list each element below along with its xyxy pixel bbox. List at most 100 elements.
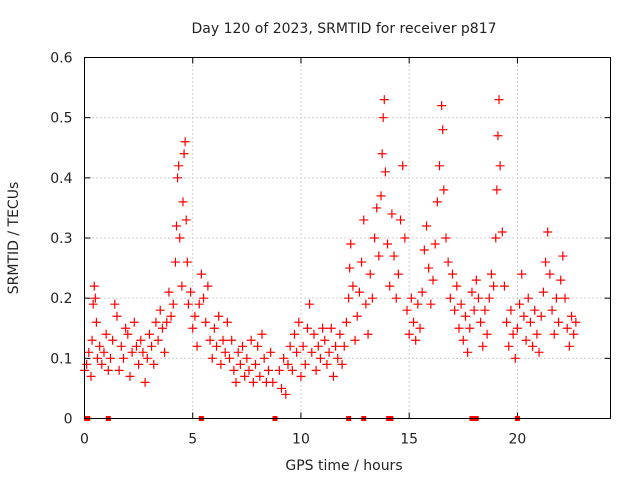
data-point [144,329,154,339]
data-point [168,299,178,309]
data-point [419,245,429,255]
data-point [402,305,412,315]
data-point [365,269,375,279]
data-point [300,359,310,369]
data-point [385,281,395,291]
data-point [87,335,97,345]
data-point [337,359,347,369]
data-point [541,257,551,267]
data-point [207,353,217,363]
data-point [324,347,334,357]
y-tick-label: 0.6 [50,51,72,67]
data-point [235,359,245,369]
data-point [121,323,131,333]
data-point [430,239,440,249]
data-point [305,299,315,309]
data-point [534,347,544,357]
x-tick-label: 10 [292,432,310,448]
data-point [473,293,483,303]
data-point [523,293,533,303]
data-point [469,305,479,315]
data-point [415,323,425,333]
data-point [404,329,414,339]
data-point [101,329,111,339]
data-point [180,137,190,147]
x-tick-label: 5 [188,432,197,448]
data-point [294,317,304,327]
data-point [452,281,462,291]
data-point [309,329,319,339]
data-point [333,353,343,363]
data-point [253,341,263,351]
data-point [153,335,163,345]
data-point [396,215,406,225]
data-point [118,353,128,363]
data-point [201,317,211,327]
data-point [231,377,241,387]
data-point [170,257,180,267]
data-point [182,257,192,267]
data-point [225,353,235,363]
data-point [246,335,256,345]
data-point [346,239,356,249]
data-point [411,335,421,345]
data-point [285,341,295,351]
data-point [292,347,302,357]
y-axis: 0 0.1 0.2 0.3 0.4 0.5 0.6 [50,51,611,428]
data-point [482,329,492,339]
data-point [129,317,139,327]
data-point [174,161,184,171]
data-point [543,227,553,237]
data-point [378,113,388,123]
data-point [376,191,386,201]
data-point [370,233,380,243]
data-point [506,305,516,315]
data-point [220,347,230,357]
data-point [131,341,141,351]
data-point [183,299,193,309]
data-point [196,269,206,279]
data-point [413,299,423,309]
y-tick-label: 0.2 [50,291,72,307]
data-point [268,377,278,387]
data-point [569,329,579,339]
data-point [242,353,252,363]
data-point [175,233,185,243]
data-point [437,101,447,111]
data-points [80,95,581,421]
data-point [298,341,308,351]
data-point [188,323,198,333]
data-point [263,365,273,375]
data-point [142,353,152,363]
data-point [571,317,581,327]
data-point [229,365,239,375]
data-point [326,323,336,333]
data-point [508,329,518,339]
data-point [434,161,444,171]
chart-title: Day 120 of 2023, SRMTID for receiver p81… [191,21,496,37]
data-point [549,329,559,339]
data-point [218,335,228,345]
data-point [489,281,499,291]
data-point [149,359,159,369]
data-point [363,329,373,339]
x-tick-label: 20 [509,432,527,448]
data-point [307,347,317,357]
data-point [313,341,323,351]
data-point [458,335,468,345]
data-point [114,365,124,375]
data-point [238,341,248,351]
data-point [216,359,226,369]
data-point [274,365,284,375]
data-point [190,311,200,321]
data-point [112,311,122,321]
data-point [92,353,102,363]
data-point [400,233,410,243]
data-point [205,335,215,345]
data-point [476,317,486,327]
data-point [311,365,321,375]
data-point [352,311,362,321]
data-point [480,305,490,315]
data-point [82,359,92,369]
data-point [528,341,538,351]
